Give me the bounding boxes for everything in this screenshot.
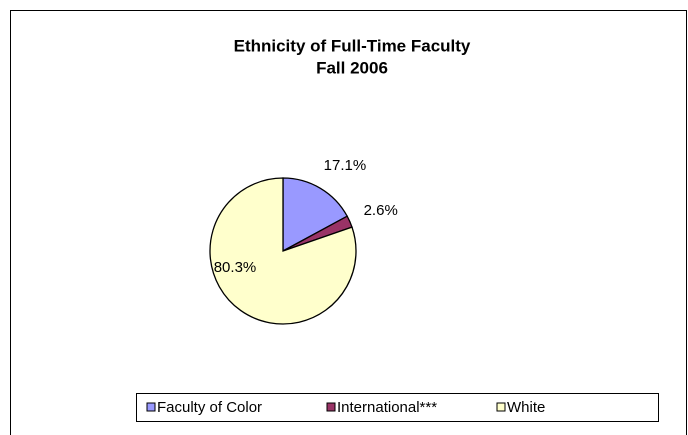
legend-label: Faculty of Color (157, 399, 262, 416)
legend-label: White (507, 399, 545, 416)
legend-box (136, 393, 659, 422)
legend-swatch (496, 402, 506, 412)
data-label: 80.3% (214, 259, 257, 276)
chart-title: Ethnicity of Full-Time Faculty (234, 36, 471, 55)
pie-slice (282, 177, 349, 253)
pie-slice (209, 177, 357, 325)
legend-swatch (326, 402, 336, 412)
legend-label: International*** (337, 399, 437, 416)
chart-subtitle: Fall 2006 (316, 58, 388, 77)
data-label: 17.1% (324, 157, 367, 174)
data-label: 2.6% (364, 202, 398, 219)
legend-swatch (146, 402, 156, 412)
